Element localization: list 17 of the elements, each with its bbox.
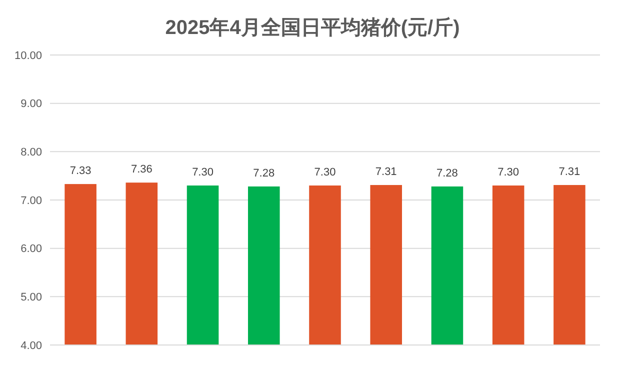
y-tick-label: 10.00 (14, 50, 42, 62)
data-label: 7.31 (375, 166, 397, 178)
data-label: 7.30 (498, 166, 520, 178)
data-label: 7.31 (558, 166, 580, 178)
y-tick-label: 7.00 (20, 194, 42, 207)
data-label: 7.30 (192, 166, 214, 178)
data-label: 7.28 (436, 167, 458, 180)
y-tick-label: 4.00 (20, 340, 42, 352)
data-label: 7.28 (253, 167, 275, 180)
y-tick-label: 8.00 (20, 146, 42, 159)
data-label: 7.30 (314, 166, 336, 178)
y-tick-label: 6.00 (20, 243, 42, 256)
y-tick-label: 5.00 (20, 292, 42, 304)
y-tick-label: 9.00 (20, 98, 42, 110)
data-label: 7.33 (70, 165, 92, 178)
chart-title: 2025年4月全国日平均猪价(元/斤) (165, 16, 460, 39)
data-label: 7.36 (130, 164, 152, 176)
